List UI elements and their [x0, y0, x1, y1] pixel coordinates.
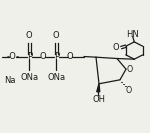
Text: OH: OH: [93, 95, 105, 104]
Text: P: P: [27, 52, 32, 61]
Text: O: O: [126, 86, 132, 95]
Text: O: O: [66, 52, 73, 61]
Polygon shape: [97, 84, 100, 92]
Text: ONa: ONa: [20, 73, 38, 82]
Text: Na: Na: [4, 76, 15, 85]
Text: O: O: [53, 31, 60, 40]
Text: -O-: -O-: [6, 52, 19, 61]
Text: O: O: [127, 65, 133, 74]
Text: O: O: [26, 31, 33, 40]
Text: HN: HN: [126, 30, 139, 39]
Text: P: P: [54, 52, 59, 61]
Text: ONa: ONa: [47, 73, 65, 82]
Text: O: O: [39, 52, 46, 61]
Text: O: O: [113, 43, 119, 52]
